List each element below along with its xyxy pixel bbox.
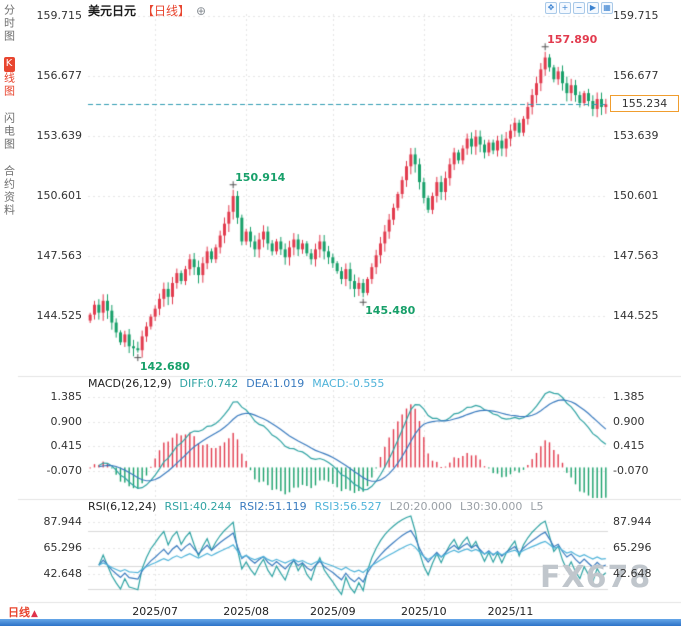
sidebar-tab-4[interactable]: 合约资料 [2,165,16,217]
add-indicator-icon[interactable]: ⊕ [196,3,207,18]
rsi-value-3: RSI3:56.527 [314,500,382,513]
rsi-value-6: L5 [530,500,544,513]
rsi-title: RSI(6,12,24) [88,500,157,513]
symbol-title: 美元日元 [88,4,137,18]
zoom-in-icon[interactable]: + [559,2,571,14]
sidebar-tab-1[interactable]: 分时图 [2,4,16,43]
rsi-header: RSI(6,12,24) RSI1:40.244 RSI2:51.119 RSI3:5… [88,500,608,513]
sidebar-tab-3[interactable]: 闪电图 [2,112,16,151]
rsi-value-4: L20:20.000 [389,500,453,513]
play-icon[interactable]: ▶ [587,2,599,14]
macd-value-3: MACD:-0.555 [312,377,385,390]
macd-value-2: DEA:1.019 [246,377,305,390]
macd-values: DIFF:0.742 DEA:1.019 MACD:-0.555 [180,377,393,390]
zoom-out-icon[interactable]: − [573,2,585,14]
rsi-value-5: L30:30.000 [460,500,523,513]
current-price-badge: 155.234 [610,95,679,113]
macd-title: MACD(26,12,9) [88,377,172,390]
chart-header: 美元日元 【日线】 ⊕ [88,2,206,19]
chart-toolbar: ✥ + − ▶ ▦ [545,2,613,14]
footer-timeframe[interactable]: 日线▲ [8,604,38,620]
sidebar: 分时图 K线图闪电图合约资料 [0,4,17,217]
rsi-value-2: RSI2:51.119 [239,500,307,513]
grid-icon[interactable]: ▦ [601,2,613,14]
k-badge-icon: K [3,57,15,72]
watermark: FX678 [540,560,652,595]
macd-header: MACD(26,12,9) DIFF:0.742 DEA:1.019 MACD:-0.… [88,377,608,390]
rsi-values: RSI1:40.244 RSI2:51.119 RSI3:56.527 L20:20.… [164,500,551,513]
timeframe-label[interactable]: 【日线】 [142,4,191,18]
pan-icon[interactable]: ✥ [545,2,557,14]
up-arrow-icon: ▲ [31,609,38,619]
bottom-scrollbar[interactable] [0,619,681,626]
macd-value-1: DIFF:0.742 [179,377,239,390]
sidebar-tab-2[interactable]: K线图 [2,57,16,98]
footer-timeframe-label: 日线 [8,606,30,619]
rsi-value-1: RSI1:40.244 [164,500,232,513]
